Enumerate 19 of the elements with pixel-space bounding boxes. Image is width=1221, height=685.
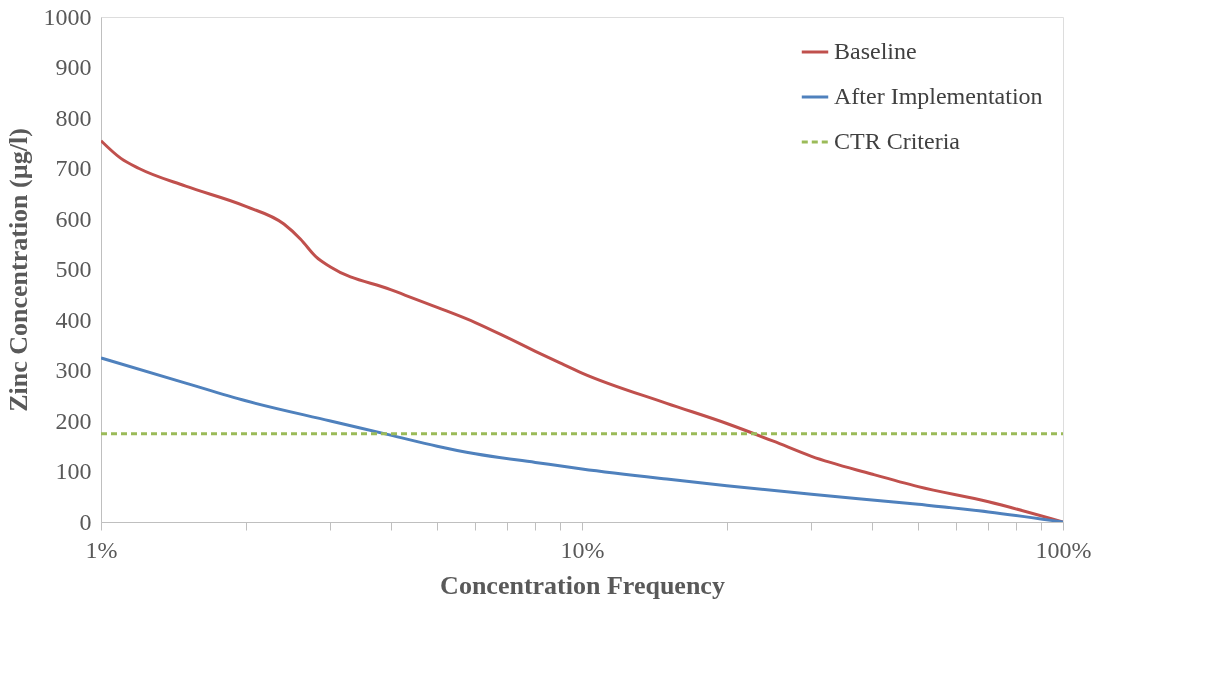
- legend-label: CTR Criteria: [834, 128, 961, 154]
- y-tick-label: 500: [55, 256, 92, 282]
- y-tick-label: 600: [55, 205, 92, 232]
- y-tick-label: 300: [55, 357, 92, 383]
- x-tick-label: 1%: [85, 536, 118, 563]
- y-tick-label: 200: [55, 407, 92, 434]
- y-tick-label: 0: [79, 508, 92, 535]
- y-tick-label: 700: [55, 155, 92, 181]
- y-tick-label: 1000: [43, 3, 92, 30]
- x-tick-label: 10%: [560, 536, 605, 563]
- legend-label: After Implementation: [834, 83, 1043, 109]
- y-tick-label: 800: [55, 104, 92, 131]
- y-tick-label: 400: [55, 306, 92, 333]
- x-tick-label: 100%: [1035, 536, 1092, 563]
- y-axis-title: Zinc Concentration (µg/l): [3, 128, 33, 412]
- legend-label: Baseline: [834, 38, 917, 64]
- y-tick-label: 100: [55, 458, 92, 484]
- y-tick-label: 900: [55, 54, 92, 80]
- x-axis-title: Concentration Frequency: [440, 570, 725, 600]
